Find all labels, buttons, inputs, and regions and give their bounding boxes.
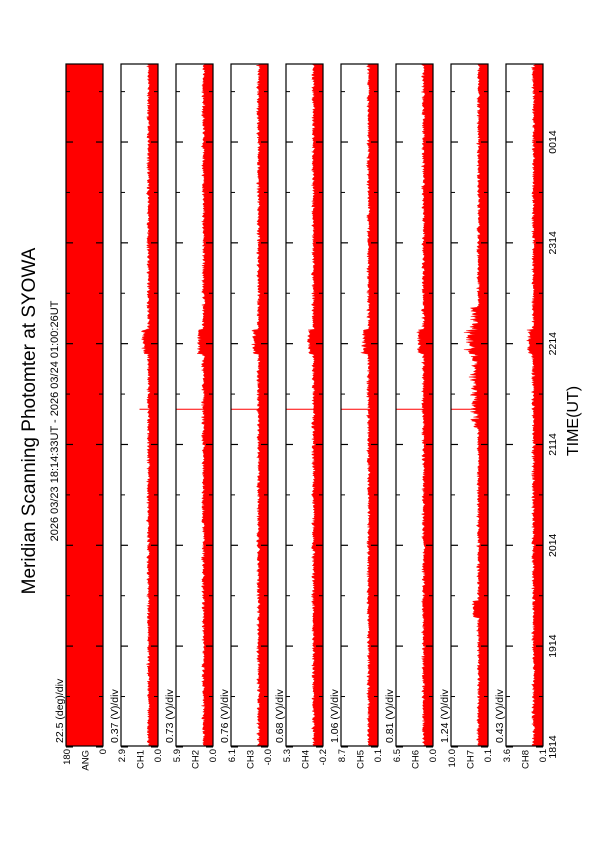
series-name-label: ANG: [81, 750, 92, 771]
panel-ch3: 6.1 -0.0 CH3 0.76 (V)/div: [219, 63, 274, 769]
panel-ch2: 5.9 0.0 CH2 0.73 (V)/div: [164, 63, 219, 769]
series-name-label: CH5: [356, 750, 367, 769]
series-name-label: CH1: [136, 750, 147, 769]
x-tick-label: 2114: [547, 433, 559, 456]
scale-label: 0.81 (V)/div: [384, 689, 396, 743]
x-axis-label: TIME(UT): [565, 386, 582, 456]
y-tick-label-bottom: 0.1: [483, 749, 494, 762]
scale-label: 0.73 (V)/div: [164, 689, 176, 743]
data-trace-ch8: [525, 63, 544, 747]
scale-label: 1.06 (V)/div: [329, 689, 341, 743]
panel-ch6: 6.5 0.0 CH6 0.81 (V)/div: [384, 63, 439, 769]
data-trace-ch5: [360, 63, 379, 747]
series-name-label: CH3: [246, 750, 257, 769]
scale-label: 0.68 (V)/div: [274, 689, 286, 743]
panel-ch5: 8.7 0.1 CH5 1.06 (V)/div: [329, 63, 384, 769]
x-tick-label: 2314: [547, 231, 559, 255]
y-tick-label-bottom: -0.2: [318, 749, 329, 765]
panel-frame-ch4: [285, 63, 324, 747]
scale-label: 0.76 (V)/div: [219, 689, 231, 743]
chart-subtitle: 2026 03/23 18:14:33UT - 2026 03/24 01:00…: [49, 300, 61, 541]
y-tick-label-top: 8.7: [337, 749, 348, 762]
x-tick-label: 1814: [547, 735, 559, 759]
scale-label: 1.24 (V)/div: [439, 689, 451, 743]
y-tick-label-bottom: 0.0: [428, 749, 439, 762]
x-tick-label: 2014: [547, 533, 559, 557]
data-trace-ch7: [463, 63, 489, 747]
panel-ang: 180 0 ANG 22.5 (deg)/div: [54, 63, 109, 771]
y-tick-label-top: 2.9: [117, 749, 128, 762]
series-name-label: CH7: [466, 750, 477, 769]
scale-label: 0.43 (V)/div: [494, 689, 506, 743]
y-tick-label-bottom: 0.0: [153, 749, 164, 762]
x-tick-label: 0014: [547, 130, 559, 154]
y-tick-label-top: 180: [62, 749, 73, 765]
chart-title: Meridian Scanning Photomter at SYOWA: [19, 247, 40, 594]
panel-ch7: 10.0 0.1 CH7 1.24 (V)/div: [439, 63, 494, 769]
y-tick-label-top: 6.5: [392, 749, 403, 762]
y-tick-label-bottom: 0.1: [538, 749, 549, 762]
data-trace-ch2: [196, 63, 214, 747]
y-tick-label-top: 10.0: [447, 749, 458, 768]
panel-frame-ch3: [230, 63, 269, 747]
panel-frame-ch6: [395, 63, 434, 747]
x-tick-label: 2214: [547, 332, 559, 356]
y-tick-label-bottom: 0.0: [208, 749, 219, 762]
panel-ch8: 3.6 0.1 CH8 0.43 (V)/div: [494, 63, 549, 769]
panel-frame-ch2: [175, 63, 214, 747]
panel-ch1: 2.9 0.0 CH1 0.37 (V)/div: [109, 63, 164, 769]
data-trace-ch3: [251, 63, 269, 747]
y-tick-label-top: 6.1: [227, 749, 238, 762]
series-name-label: CH2: [191, 750, 202, 769]
panel-ch4: 5.3 -0.2 CH4 0.68 (V)/div: [274, 63, 329, 769]
series-name-label: CH4: [301, 750, 312, 769]
x-tick-label: 1914: [547, 634, 559, 658]
y-tick-label-top: 3.6: [502, 749, 513, 762]
panel-frame-ch7: [450, 63, 489, 747]
y-tick-label-top: 5.3: [282, 749, 293, 762]
data-trace-ch6: [416, 63, 434, 747]
y-tick-label-bottom: -0.0: [263, 749, 274, 765]
panel-frame-ch1: [120, 63, 159, 747]
scale-label: 0.37 (V)/div: [109, 689, 121, 743]
data-trace-ch4: [306, 63, 324, 747]
series-name-label: CH6: [411, 750, 422, 769]
panel-frame-ch5: [340, 63, 379, 747]
scale-label: 22.5 (deg)/div: [54, 678, 66, 743]
data-trace-ang: [66, 64, 103, 746]
rotated-plot-area: Meridian Scanning Photomter at SYOWA 202…: [19, 63, 582, 771]
y-tick-label-bottom: 0: [98, 749, 109, 754]
data-trace-ch1: [140, 63, 159, 747]
panel-frame-ang: [65, 63, 104, 747]
panel-frame-ch8: [505, 63, 544, 747]
panels-group: 180 0 ANG 22.5 (deg)/div 2.9 0.0 CH1 0.37 (V)/d…: [54, 63, 559, 771]
y-tick-label-top: 5.9: [172, 749, 183, 762]
y-tick-label-bottom: 0.1: [373, 749, 384, 762]
series-name-label: CH8: [521, 750, 532, 769]
